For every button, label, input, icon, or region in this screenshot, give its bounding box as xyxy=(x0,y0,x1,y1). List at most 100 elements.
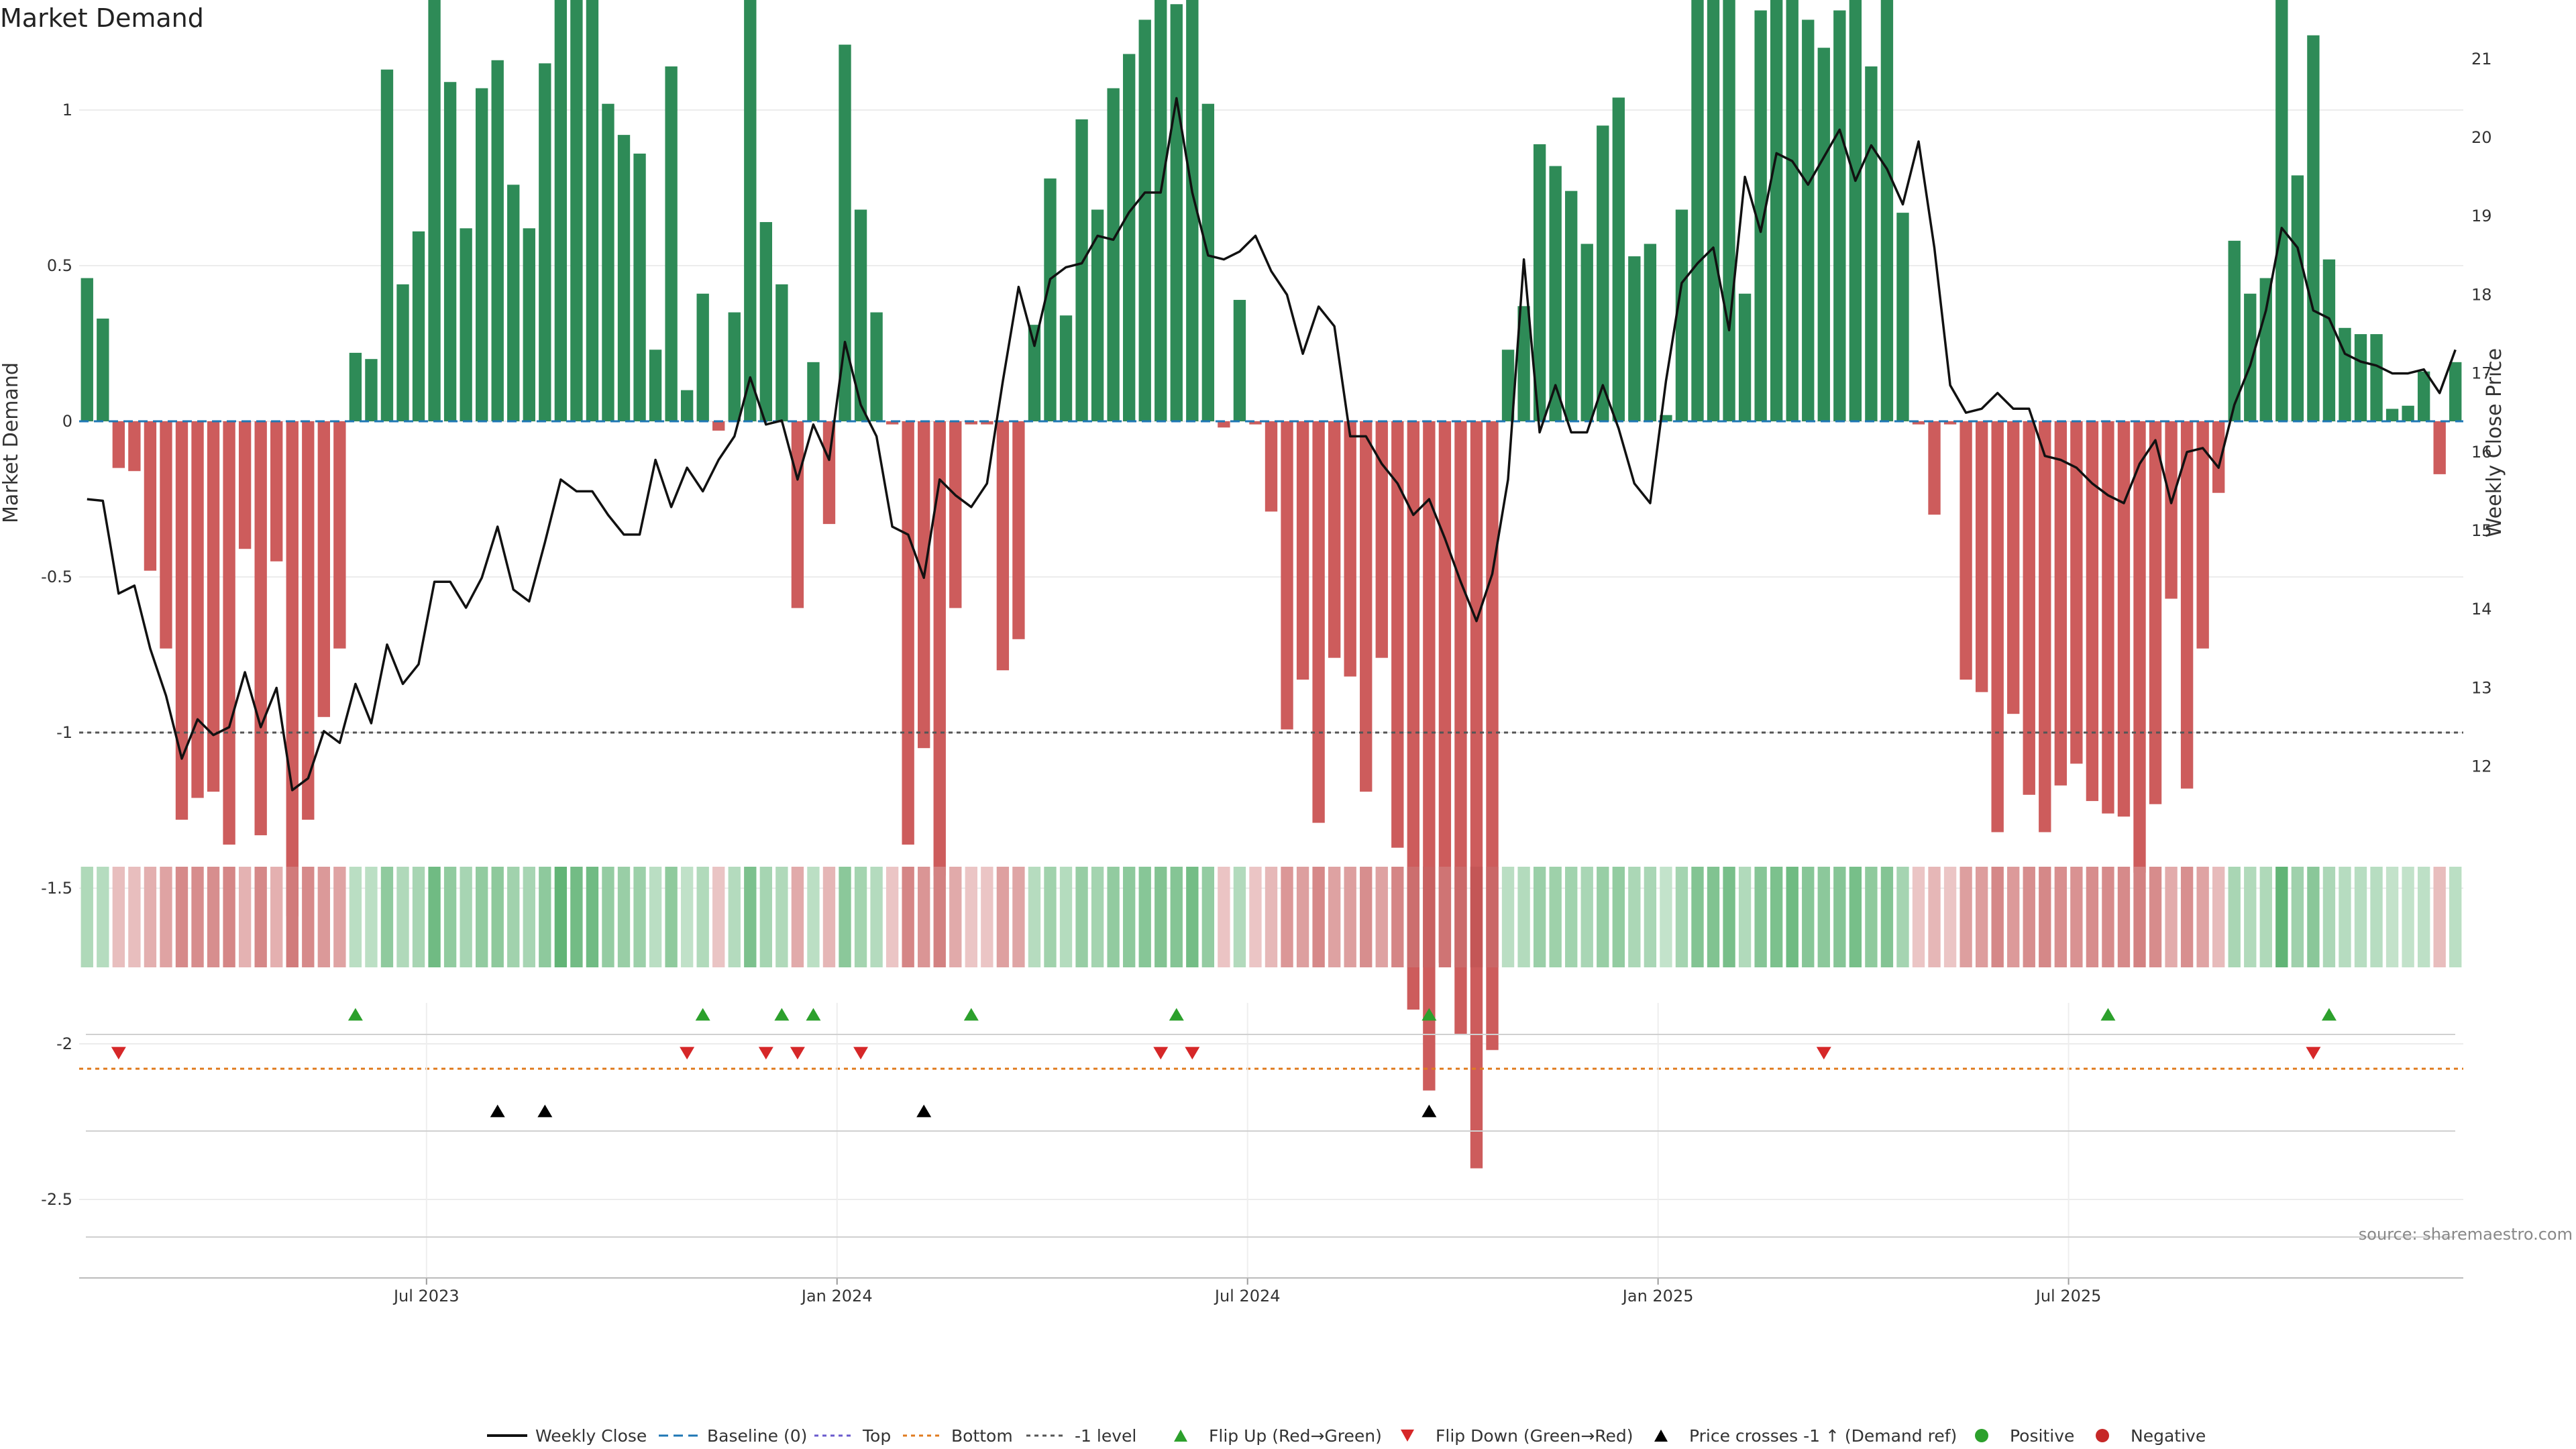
demand-bar-positive xyxy=(1597,125,1609,421)
flip-down-marker xyxy=(1185,1046,1200,1060)
heat-cell xyxy=(1186,867,1199,967)
left-tick-label: -0.5 xyxy=(41,568,72,586)
right-tick-label: 15 xyxy=(2471,521,2492,540)
heat-cell xyxy=(1233,867,1246,967)
demand-bar-positive xyxy=(728,312,741,421)
heat-cell xyxy=(1122,867,1136,967)
demand-bar-positive xyxy=(2228,240,2241,421)
demand-bar-negative xyxy=(822,421,836,525)
demand-bar-negative xyxy=(885,421,899,425)
demand-bar-negative xyxy=(1470,421,1483,1169)
heat-cell xyxy=(885,867,899,967)
demand-bar-positive xyxy=(1770,0,1783,421)
heat-cell xyxy=(649,867,662,967)
demand-bar-negative xyxy=(1407,421,1420,1010)
flip-down-marker xyxy=(853,1046,869,1060)
demand-bar-positive xyxy=(2244,293,2257,421)
demand-bar-negative xyxy=(128,421,141,472)
demand-bar-positive xyxy=(1628,256,1641,421)
heat-cell xyxy=(1770,867,1783,967)
demand-bar-positive xyxy=(475,88,488,421)
heat-cell xyxy=(1675,867,1688,967)
heat-cell xyxy=(365,867,378,967)
demand-bar-negative xyxy=(223,421,235,845)
demand-bar-negative xyxy=(1312,421,1325,823)
demand-bar-positive xyxy=(1186,0,1199,421)
chart-title: Market Demand xyxy=(0,3,204,33)
heat-cell xyxy=(1265,867,1278,967)
heat-cell xyxy=(191,867,204,967)
right-tick-label: 18 xyxy=(2471,285,2492,304)
heat-cell xyxy=(396,867,409,967)
heat-cell xyxy=(1218,867,1230,967)
demand-bar-positive xyxy=(1517,306,1530,421)
legend-item-bottom: Bottom xyxy=(903,1426,1013,1446)
demand-bar-positive xyxy=(870,312,883,421)
flip-up-marker xyxy=(774,1008,790,1021)
legend-item-negative: Negative xyxy=(2096,1426,2206,1446)
demand-bar-negative xyxy=(2039,421,2051,833)
heat-cell xyxy=(1423,867,1436,967)
demand-bar-positive xyxy=(1501,350,1515,421)
heat-cell xyxy=(807,867,820,967)
demand-bar-positive xyxy=(1723,0,1735,421)
heat-cell xyxy=(949,867,962,967)
heat-cell xyxy=(412,867,425,967)
heat-cell xyxy=(744,867,757,967)
demand-bar-positive xyxy=(807,362,820,421)
demand-bar-positive xyxy=(2291,175,2304,421)
demand-bar-negative xyxy=(1296,421,1309,680)
left-axis: 21.510.50-0.5-1-1.5-2-2.5 xyxy=(41,101,72,1209)
demand-bar-negative xyxy=(2117,421,2131,817)
heat-cell xyxy=(2212,867,2225,967)
demand-bar-negative xyxy=(286,421,299,916)
heat-cell xyxy=(2291,867,2304,967)
heat-cell xyxy=(570,867,583,967)
demand-bar-positive xyxy=(617,135,631,421)
legend-label: Baseline (0) xyxy=(707,1426,807,1446)
demand-bar-positive xyxy=(1107,88,1120,421)
demand-bar-negative xyxy=(112,421,125,468)
heat-cell xyxy=(1628,867,1641,967)
demand-bar-positive xyxy=(460,228,472,421)
heat-cell xyxy=(207,867,220,967)
demand-bar-positive xyxy=(649,350,662,421)
demand-bar-positive xyxy=(2417,371,2430,421)
heat-cell xyxy=(996,867,1010,967)
legend-label: Price crosses -1 ↑ (Demand ref) xyxy=(1689,1426,1957,1446)
demand-bar-positive xyxy=(1880,0,1894,421)
heat-cell xyxy=(1312,867,1325,967)
legend-swatch-price-cross xyxy=(1654,1430,1668,1442)
heat-cell xyxy=(1059,867,1073,967)
demand-bar-positive xyxy=(443,82,457,422)
heat-cell xyxy=(1170,867,1183,967)
demand-bar-positive xyxy=(1660,415,1672,421)
heat-cell xyxy=(1201,867,1215,967)
signal-markers xyxy=(86,1003,2455,1278)
heat-cell xyxy=(2228,867,2241,967)
heat-cell xyxy=(80,867,93,967)
heat-cell xyxy=(539,867,551,967)
heat-cell xyxy=(586,867,599,967)
legend-label: -1 level xyxy=(1075,1426,1136,1446)
demand-bar-positive xyxy=(1580,244,1593,421)
demand-bar-positive xyxy=(2385,409,2399,421)
heat-cell xyxy=(523,867,535,967)
heat-cell xyxy=(2102,867,2114,967)
demand-bar-positive xyxy=(1091,209,1104,421)
heat-cell xyxy=(1012,867,1025,967)
heat-cell xyxy=(2149,867,2162,967)
heat-cell xyxy=(680,867,694,967)
demand-bar-positive xyxy=(1675,209,1688,421)
heat-cell xyxy=(2244,867,2257,967)
demand-bar-negative xyxy=(2054,421,2068,786)
demand-bar-positive xyxy=(365,359,378,421)
demand-bar-positive xyxy=(1044,178,1057,421)
demand-bar-negative xyxy=(1960,421,1972,680)
heat-cell xyxy=(1865,867,1878,967)
flip-up-marker xyxy=(1421,1008,1437,1021)
demand-bar-positive xyxy=(1612,97,1625,421)
heat-cell xyxy=(1912,867,1925,967)
heat-cell xyxy=(1644,867,1657,967)
heat-cell xyxy=(902,867,914,967)
